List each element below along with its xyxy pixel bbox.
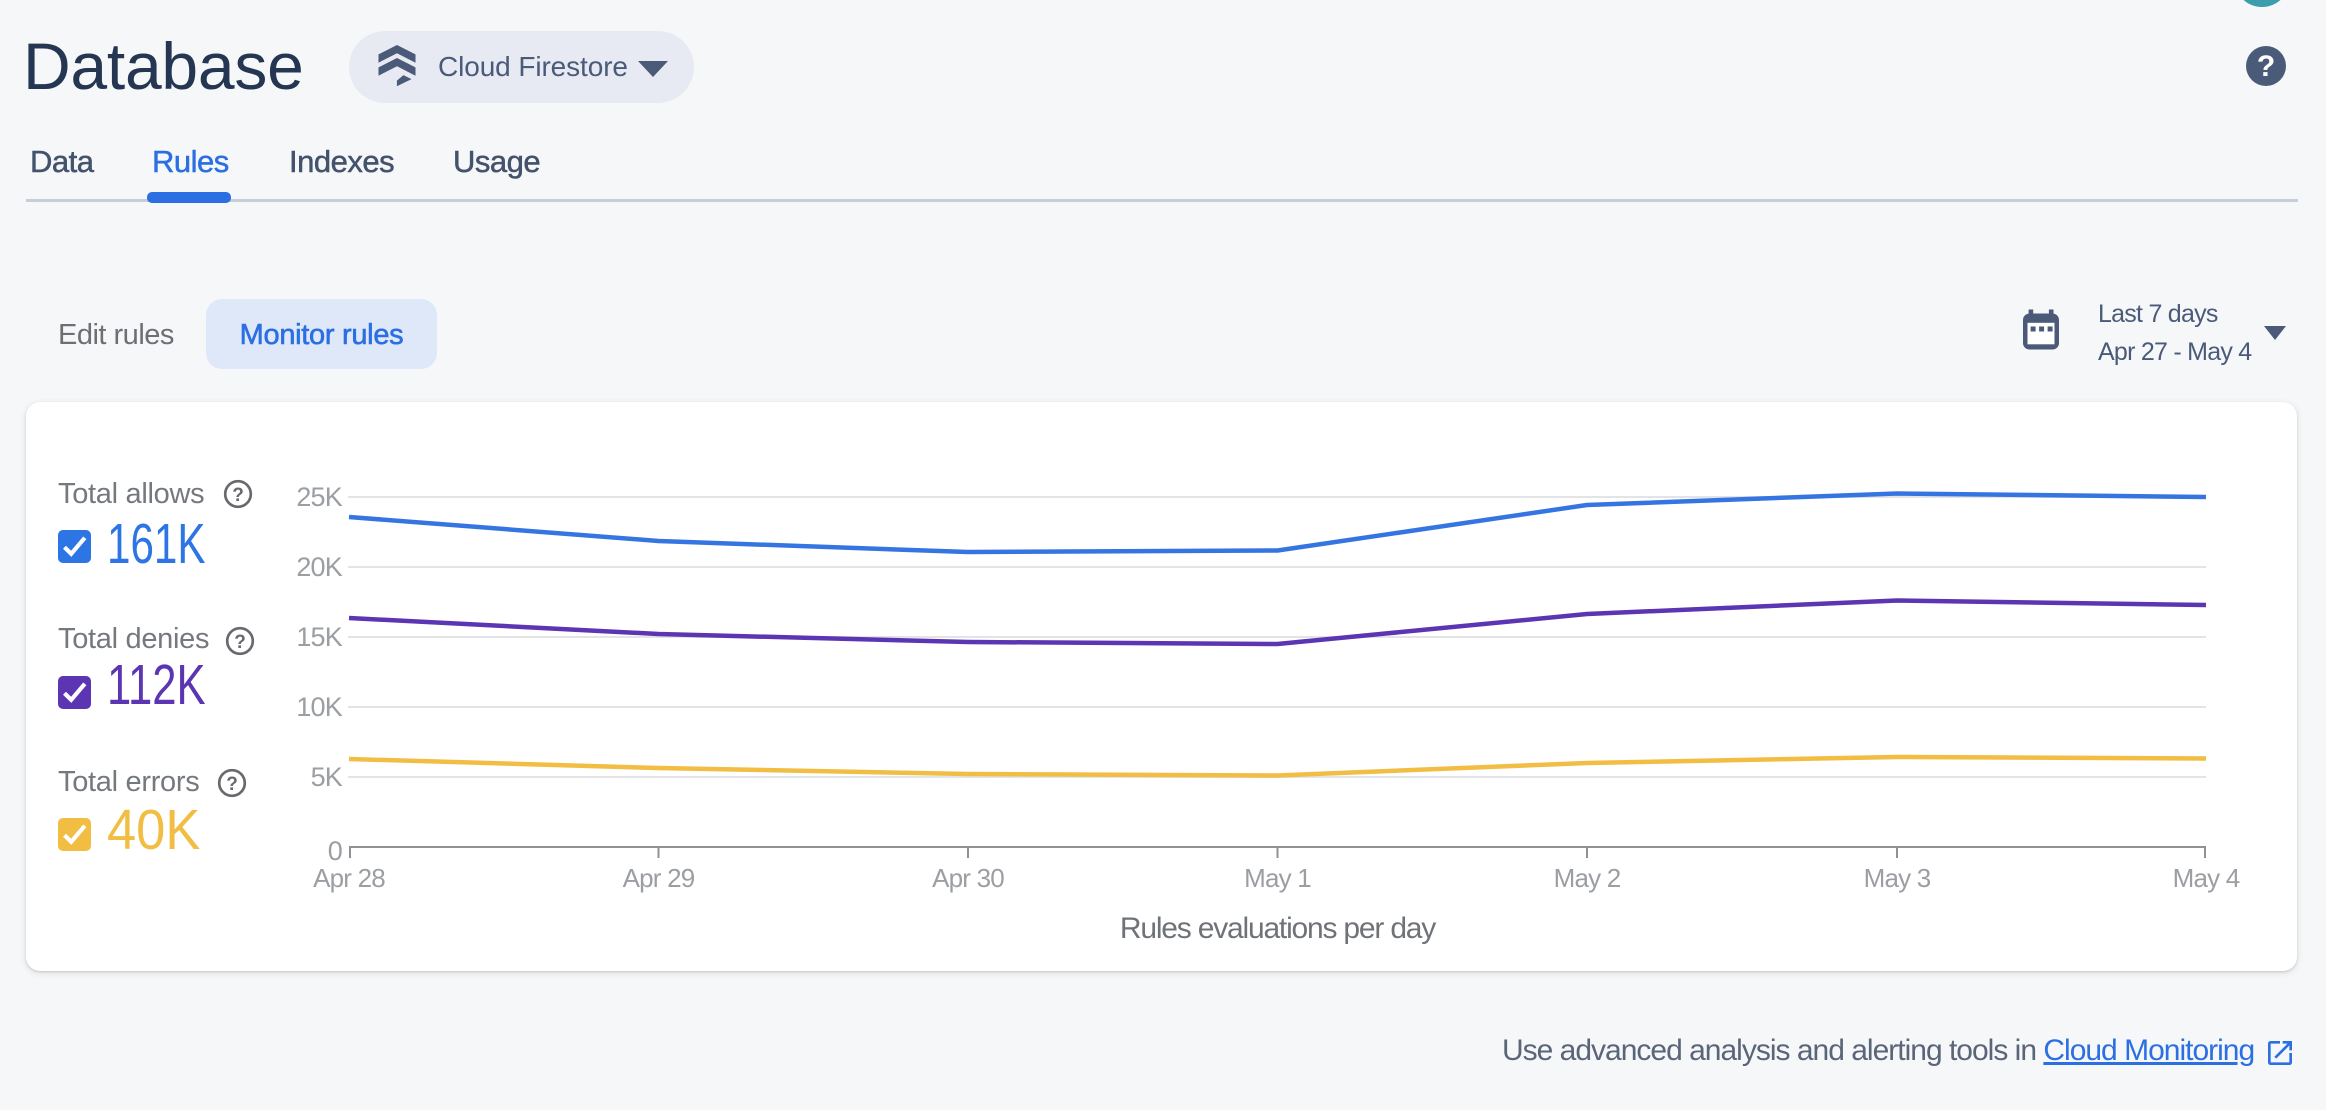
svg-text:?: ? — [226, 774, 238, 795]
svg-text:Rules evaluations per day: Rules evaluations per day — [1120, 912, 1436, 945]
svg-text:Apr 29: Apr 29 — [623, 863, 695, 893]
svg-text:25K: 25K — [296, 482, 342, 512]
svg-text:?: ? — [232, 485, 244, 506]
svg-text:15K: 15K — [296, 622, 342, 652]
svg-text:May 4: May 4 — [2173, 863, 2240, 893]
svg-text:?: ? — [234, 631, 246, 652]
svg-text:Apr 28: Apr 28 — [313, 863, 385, 893]
svg-text:20K: 20K — [296, 552, 342, 582]
svg-text:10K: 10K — [296, 692, 342, 722]
svg-text:May 3: May 3 — [1864, 863, 1931, 893]
svg-text:May 1: May 1 — [1244, 863, 1311, 893]
svg-text:5K: 5K — [311, 762, 343, 792]
svg-text:0: 0 — [328, 836, 342, 866]
svg-text:May 2: May 2 — [1554, 863, 1621, 893]
svg-text:Apr 30: Apr 30 — [932, 863, 1004, 893]
